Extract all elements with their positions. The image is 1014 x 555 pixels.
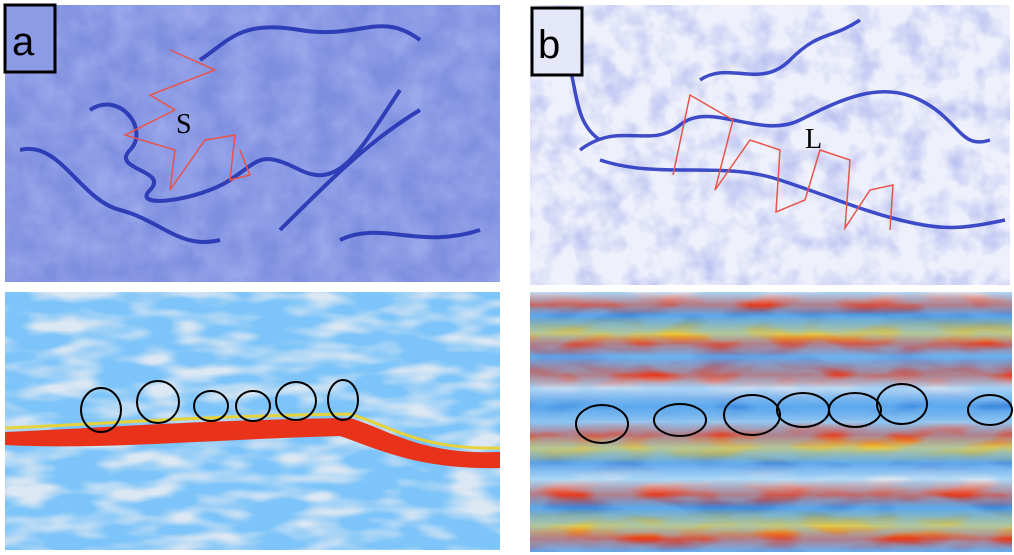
figure: a S b L: [0, 0, 1014, 555]
panel-label: a: [12, 20, 35, 64]
panel-b-map: b L: [530, 5, 1010, 285]
annotation: L: [805, 124, 822, 155]
annotation: S: [176, 109, 192, 140]
page: a S b L: [0, 0, 1014, 555]
panel-a-map: a S: [5, 5, 500, 282]
panel-label: b: [538, 23, 560, 67]
panel-b-section: [530, 292, 1012, 552]
panel-a-section: [5, 292, 500, 550]
